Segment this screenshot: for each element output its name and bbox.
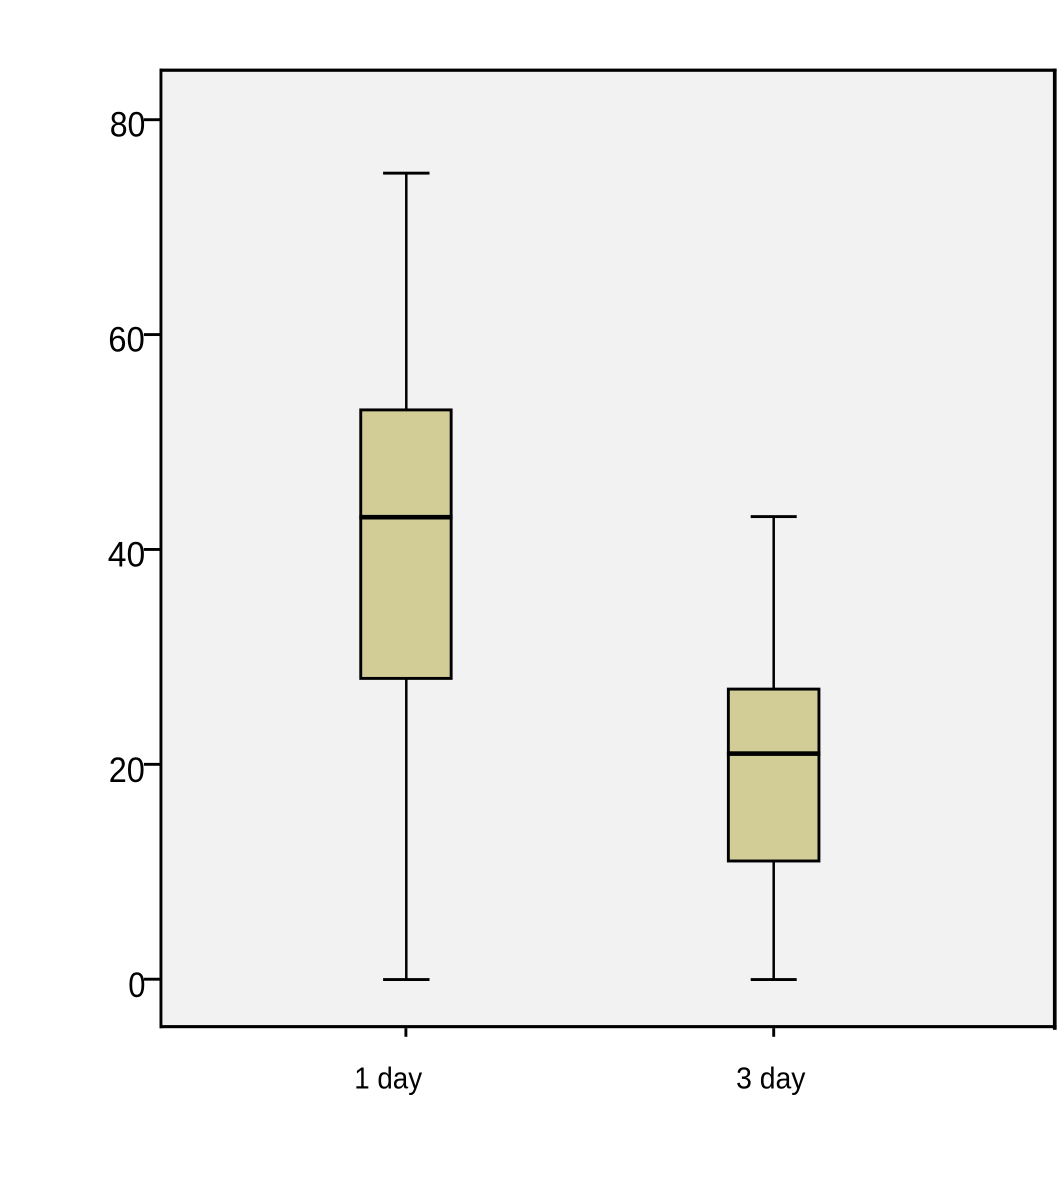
- svg-text:0: 0: [128, 965, 145, 1005]
- svg-text:20: 20: [109, 750, 145, 790]
- svg-text:1 day: 1 day: [354, 1061, 422, 1096]
- svg-text:3 day: 3 day: [736, 1061, 806, 1096]
- svg-text:40: 40: [108, 535, 145, 575]
- svg-text:80: 80: [110, 105, 146, 145]
- svg-text:60: 60: [108, 320, 145, 360]
